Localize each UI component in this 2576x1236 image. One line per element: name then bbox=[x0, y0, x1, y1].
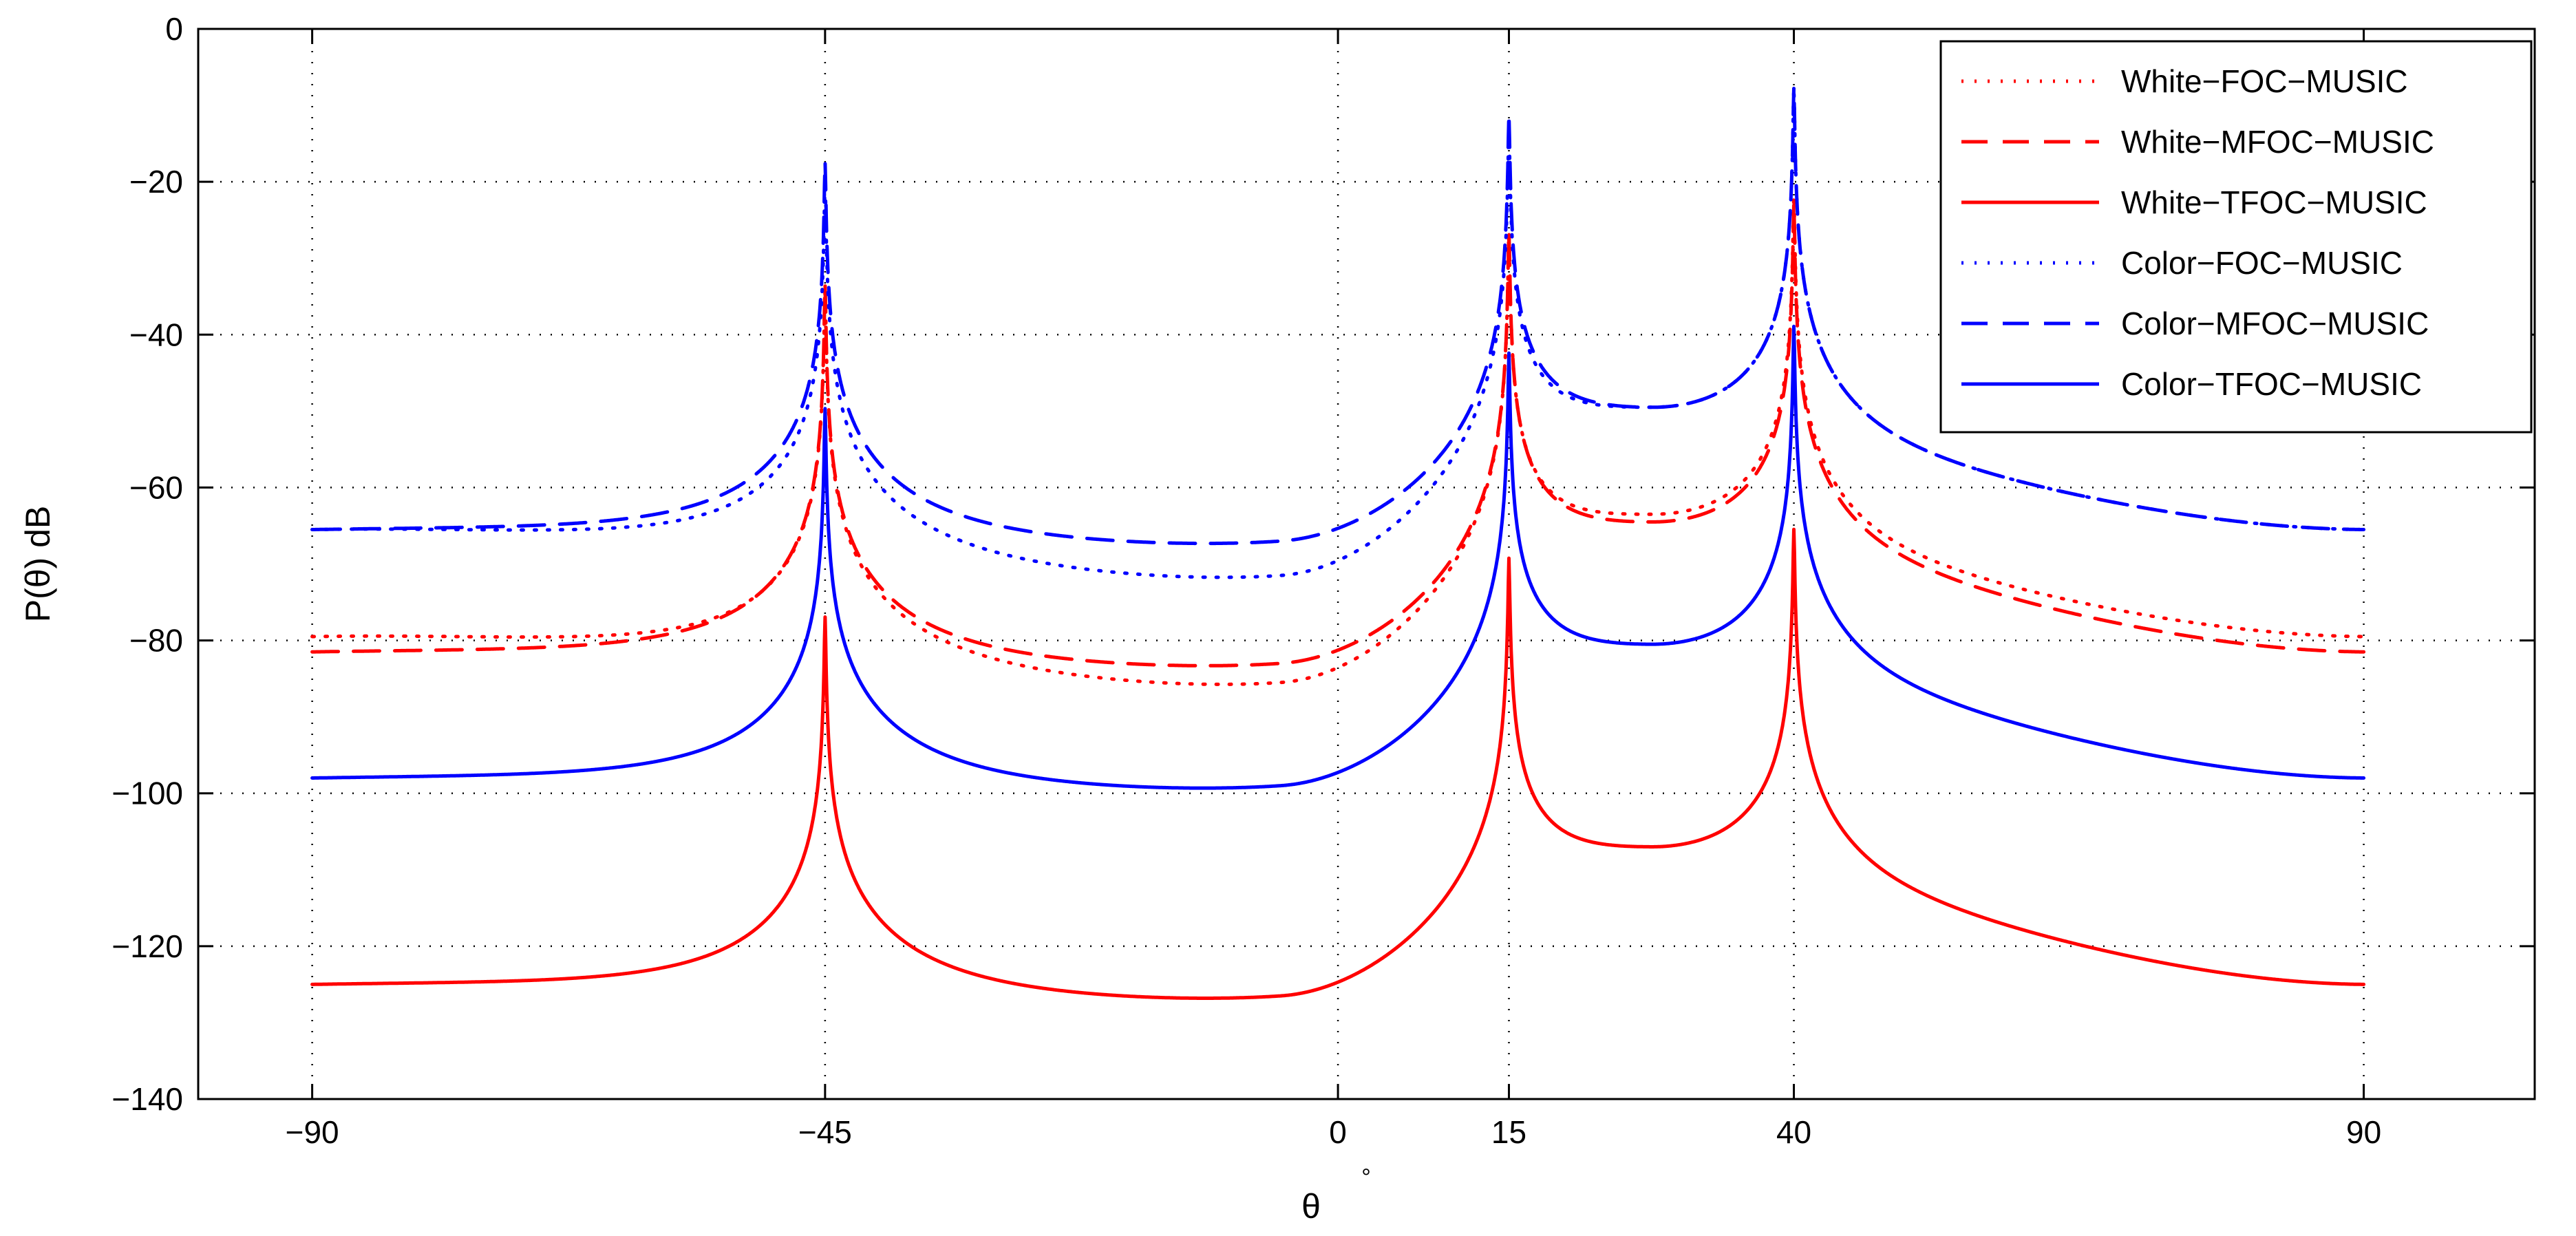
plot-frame bbox=[197, 28, 2536, 1100]
y-tick-label: −120 bbox=[111, 928, 183, 964]
series-line-Color−TFOC−MUSIC bbox=[310, 324, 2366, 790]
y-tick-label: −80 bbox=[129, 623, 183, 659]
x-tick-label: 40 bbox=[1776, 1114, 1811, 1150]
legend-entry: White−MFOC−MUSIC bbox=[2121, 124, 2434, 160]
legend-entry: Color−MFOC−MUSIC bbox=[2121, 306, 2429, 341]
legend-box bbox=[1939, 40, 2533, 434]
x-tick-label: 90 bbox=[2346, 1114, 2381, 1150]
series-layer bbox=[310, 86, 2366, 1000]
y-axis-label: P(θ) dB bbox=[19, 506, 57, 623]
y-tick-label: −60 bbox=[129, 469, 183, 505]
series-line-Color−MFOC−MUSIC bbox=[310, 86, 2366, 546]
x-tick-label: −90 bbox=[286, 1114, 339, 1150]
ticks: −90 −45 0 15 40 90 0 −20 −40 −60 −80 −100 −120 −140 bbox=[111, 11, 2535, 1150]
x-axis-label: θ bbox=[1301, 1187, 1321, 1226]
series-line-White−TFOC−MUSIC bbox=[310, 527, 2366, 1000]
series-line-White−MFOC−MUSIC bbox=[310, 202, 2366, 668]
x-axis-unit: ° bbox=[1361, 1164, 1371, 1191]
legend-entry: Color−FOC−MUSIC bbox=[2121, 245, 2403, 281]
y-tick-label: −40 bbox=[129, 317, 183, 352]
series-line-White−FOC−MUSIC bbox=[310, 193, 2366, 686]
y-tick-label: 0 bbox=[165, 11, 183, 47]
x-tick-label: 15 bbox=[1491, 1114, 1526, 1150]
legend-entry: White−FOC−MUSIC bbox=[2121, 63, 2408, 99]
x-tick-label: −45 bbox=[798, 1114, 852, 1150]
legend: White−FOC−MUSIC White−MFOC−MUSIC White−TFO… bbox=[1939, 40, 2533, 434]
legend-entry: White−TFOC−MUSIC bbox=[2121, 184, 2427, 220]
y-tick-label: −20 bbox=[129, 164, 183, 200]
x-tick-label: 0 bbox=[1329, 1114, 1347, 1150]
y-tick-label: −140 bbox=[111, 1081, 183, 1117]
y-tick-label: −100 bbox=[111, 776, 183, 811]
legend-entry: Color−TFOC−MUSIC bbox=[2121, 366, 2422, 402]
